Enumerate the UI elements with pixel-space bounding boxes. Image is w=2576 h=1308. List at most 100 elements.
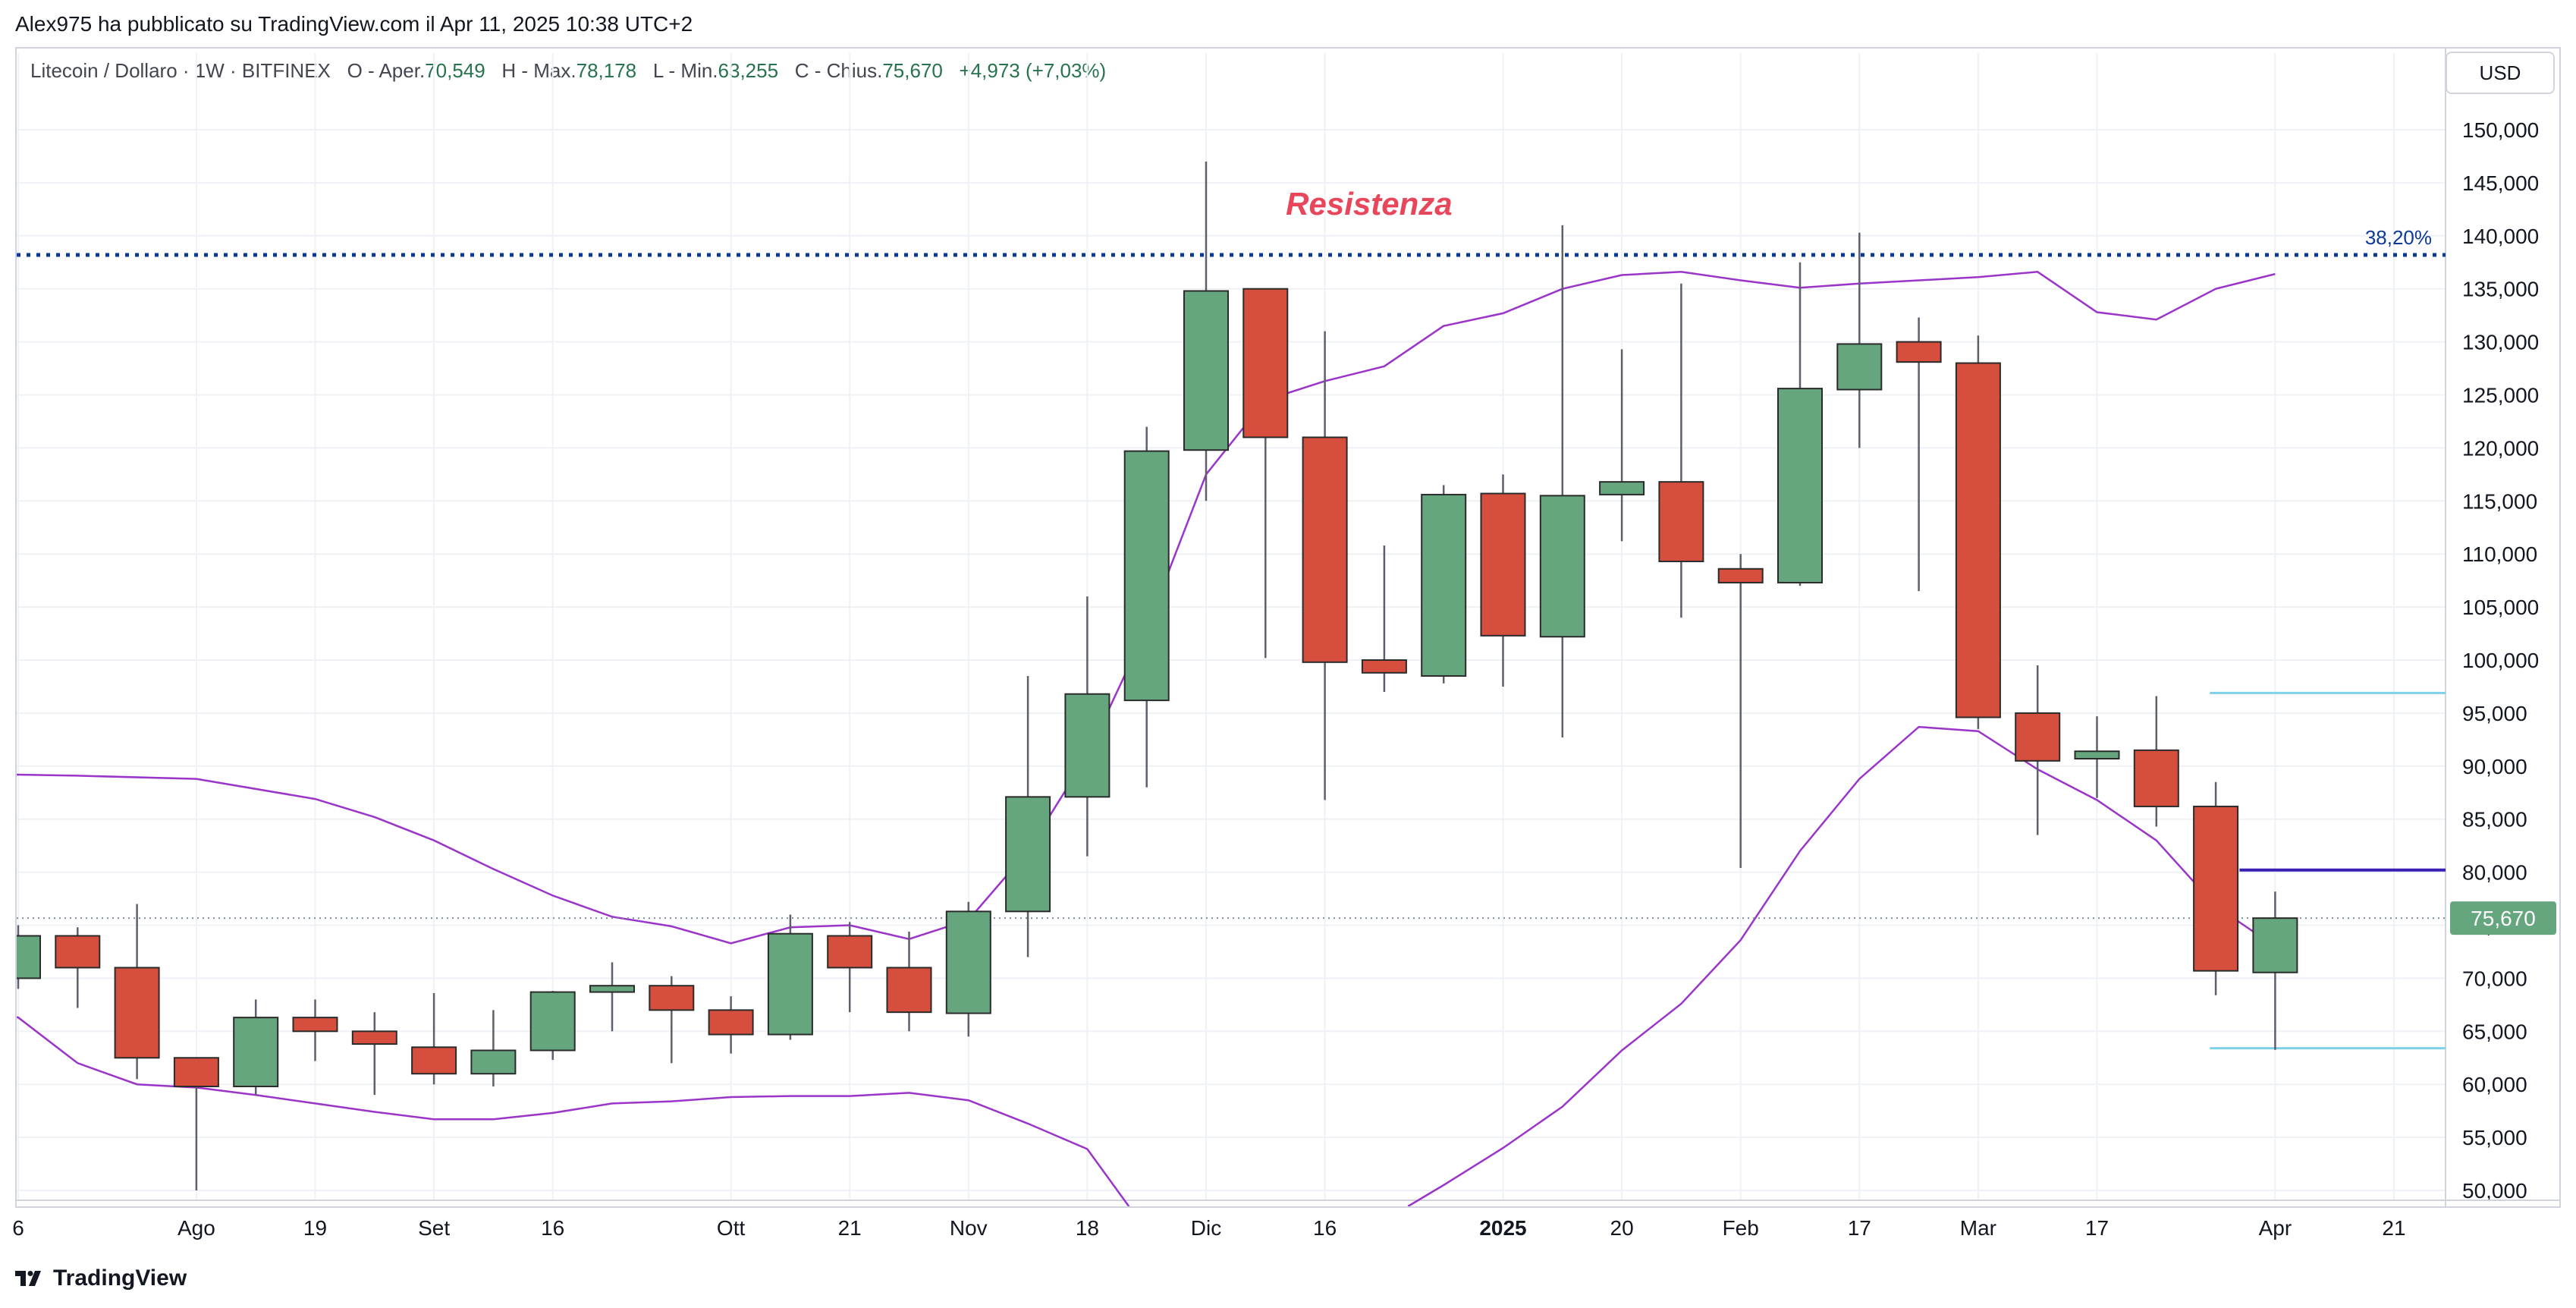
x-tick-label: 17 (1848, 1216, 1871, 1240)
candle-down (1658, 481, 1704, 562)
candle-down (1896, 341, 1942, 363)
currency-button[interactable]: USD (2446, 52, 2555, 94)
candle-down (351, 1030, 397, 1045)
candle-down (411, 1046, 457, 1075)
y-tick-label: 135,000 (2462, 278, 2539, 301)
candle-up (1183, 290, 1229, 451)
y-tick-label: 55,000 (2462, 1126, 2527, 1149)
candle-down (2193, 805, 2239, 972)
candle-up (1599, 481, 1645, 495)
y-tick-label: 50,000 (2462, 1179, 2527, 1203)
publisher-caption: Alex975 ha pubblicato su TradingView.com… (15, 12, 693, 36)
x-tick-label: Ago (177, 1216, 215, 1240)
candle-down (1361, 659, 1407, 674)
candle-up (1005, 796, 1051, 913)
candle-up (1836, 343, 1883, 391)
close-value: 75,670 (882, 59, 943, 82)
y-tick-label: 130,000 (2462, 331, 2539, 354)
candle-down (886, 967, 932, 1014)
x-tick-label: 16 (1313, 1216, 1337, 1240)
y-tick-label: 125,000 (2462, 384, 2539, 407)
candle-down (173, 1057, 219, 1087)
x-tick-label: 2025 (1479, 1216, 1526, 1240)
candle-down (292, 1017, 338, 1033)
candle-up (17, 935, 41, 979)
candle-down (649, 985, 695, 1011)
overlays: 38,20% Resistenza 75,670 (1286, 186, 2556, 935)
lower-band-line (17, 1016, 1130, 1206)
low-value: 63,255 (718, 59, 779, 82)
grid-lines (17, 53, 2446, 1200)
y-tick-label: 65,000 (2462, 1020, 2527, 1043)
candle-up (1123, 450, 1170, 702)
candle-up (589, 985, 635, 993)
y-tick-label: 85,000 (2462, 808, 2527, 832)
y-tick-label: 145,000 (2462, 171, 2539, 195)
x-tick-label: 20 (1610, 1216, 1634, 1240)
x-tick-label: 16 (541, 1216, 564, 1240)
candle-up (2252, 917, 2298, 973)
candle-up (1539, 495, 1585, 638)
candle-down (1955, 362, 2001, 718)
x-tick-label: Dic (1191, 1216, 1221, 1240)
close-label: C - Chius. (794, 59, 883, 82)
last-price-label: 75,670 (2471, 907, 2536, 930)
x-tick-label: Feb (1723, 1216, 1759, 1240)
open-value: 70,549 (425, 59, 485, 82)
y-tick-label: 110,000 (2462, 542, 2537, 566)
low-label: L - Min. (652, 59, 718, 82)
tradingview-brand: TradingView (15, 1266, 187, 1291)
candle-down (2015, 712, 2061, 762)
candle-up (1421, 493, 1467, 677)
tradingview-logo-icon (15, 1271, 41, 1286)
x-tick-label: Nov (950, 1216, 988, 1240)
x-tick-label: 21 (2382, 1216, 2405, 1240)
chart-frame (15, 47, 2561, 1208)
candle-down (708, 1009, 754, 1036)
x-axis-labels: 6 Ago 19 Set 16 Ott 21 Nov 18 Dic 16 2025 20 Feb 17 Mar… (12, 1216, 2405, 1240)
candle-up (1777, 388, 1823, 583)
price-levels (17, 253, 2446, 1050)
x-tick-label: 6 (12, 1216, 24, 1240)
y-tick-label: 115,000 (2462, 489, 2537, 513)
resistance-annotation: Resistenza (1286, 186, 1452, 222)
candle-down (1717, 568, 1764, 583)
y-tick-label: 140,000 (2462, 225, 2539, 248)
candle-down (114, 967, 160, 1059)
x-tick-label: Set (418, 1216, 450, 1240)
y-tick-label: 120,000 (2462, 436, 2539, 460)
y-tick-label: 80,000 (2462, 861, 2527, 885)
y-tick-label: 90,000 (2462, 755, 2527, 778)
x-tick-label: 21 (838, 1216, 862, 1240)
envelope-bands (17, 271, 2276, 1206)
candle-up (470, 1049, 517, 1075)
y-tick-label: 150,000 (2462, 118, 2539, 142)
high-label: H - Max. (501, 59, 576, 82)
candle-down (827, 935, 873, 969)
series-legend: Litecoin / Dollaro · 1W · BITFINEX O - A… (30, 59, 1106, 83)
x-tick-label: 18 (1076, 1216, 1099, 1240)
candle-up (767, 932, 813, 1036)
y-tick-label: 105,000 (2462, 596, 2539, 619)
change-value: +4,973 (+7,03%) (959, 59, 1107, 82)
y-tick-label: 70,000 (2462, 967, 2527, 990)
candle-down (1302, 436, 1348, 663)
y-tick-label: 95,000 (2462, 702, 2527, 725)
resistance-label: 38,20% (2365, 226, 2432, 249)
x-tick-label: 17 (2085, 1216, 2109, 1240)
candle-up (233, 1017, 279, 1087)
x-tick-label: Apr (2259, 1216, 2292, 1240)
y-tick-label: 100,000 (2462, 649, 2539, 672)
candles (17, 161, 2298, 1190)
x-tick-label: Ott (717, 1216, 746, 1240)
symbol-label: Litecoin / Dollaro · 1W · BITFINEX (30, 59, 331, 82)
last-price-badge (2450, 901, 2556, 935)
candle-down (55, 935, 101, 969)
brand-label: TradingView (53, 1266, 187, 1291)
y-tick-label: 60,000 (2462, 1073, 2527, 1096)
candle-up (529, 991, 576, 1052)
high-value: 78,178 (576, 59, 637, 82)
candle-down (1480, 492, 1526, 637)
candle-down (1242, 288, 1289, 439)
